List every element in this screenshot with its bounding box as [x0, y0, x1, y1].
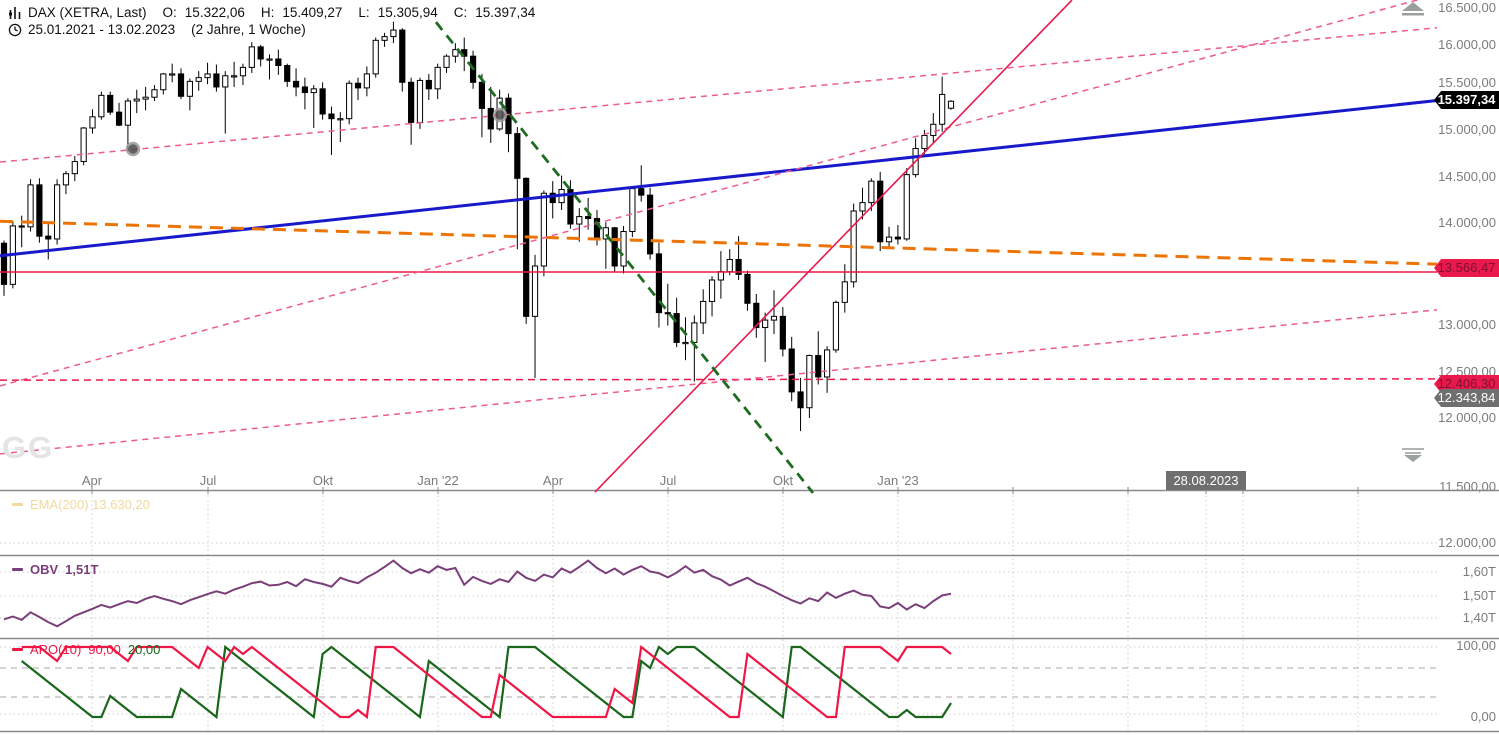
level-badge-12406: 12.406,30 — [1434, 375, 1499, 393]
overlay-fan-pink-upper — [0, 27, 1438, 163]
open-value: 15.322,06 — [184, 5, 245, 20]
axis-tick-label: 14.000,00 — [1438, 215, 1496, 230]
instrument-title: DAX (XETRA, Last) — [28, 5, 147, 20]
clock-icon — [8, 23, 22, 36]
high-label: H: — [260, 5, 275, 20]
ema-swatch-icon — [12, 503, 23, 506]
high-value: 15.409,27 — [282, 5, 343, 20]
aro-down-value: 20,00 — [127, 642, 161, 657]
last-price-badge: 15.397,34 — [1434, 91, 1499, 109]
aroon-up-line — [21, 644, 952, 720]
time-tick-label: Apr — [542, 473, 564, 488]
overlay-trend-orange — [0, 219, 1438, 266]
axis-tick-label: 1,40T — [1462, 610, 1496, 625]
date-badge: 28.08.2023 — [1166, 471, 1246, 490]
ema-label: EMA(200) 13.630,20 — [30, 497, 150, 512]
chart-header: DAX (XETRA, Last) O: 15.322,06 H: 15.409… — [8, 4, 537, 38]
time-tick-label: Jan '23 — [877, 473, 919, 488]
low-label: L: — [358, 5, 370, 20]
time-axis[interactable]: Apr Jul Okt Jan '22 Apr Jul Okt Jan '23 — [0, 470, 1437, 490]
axis-tick-label: 13.000,00 — [1438, 317, 1496, 332]
time-tick-label: Okt — [312, 473, 334, 488]
level-badge-12343: 12.343,84 — [1434, 389, 1499, 407]
open-label: O: — [162, 5, 177, 20]
overlay-trend-crimson — [594, 0, 1073, 493]
instrument-icon — [9, 6, 21, 19]
date-range: 25.01.2021 - 13.02.2023 — [28, 22, 176, 37]
axis-tick-label: 15.000,00 — [1438, 122, 1496, 137]
aroon-down-line — [21, 644, 952, 720]
axis-tick-label: 14.500,00 — [1438, 169, 1496, 184]
obv-swatch-icon — [12, 568, 23, 571]
watermark-logo: GG — [2, 430, 55, 465]
obv-legend[interactable]: OBV 1,51T — [12, 562, 98, 577]
axis-tick-label: 0,00 — [1470, 709, 1496, 724]
axis-tick-label: 11.500,00 — [1439, 479, 1496, 494]
time-tick-label: Jan '22 — [417, 473, 459, 488]
anchor-dot — [125, 141, 141, 157]
time-tick-label: Apr — [81, 473, 103, 488]
aro-label: ARO(10) — [30, 642, 82, 657]
axis-tick-label: 12.000,00 — [1438, 535, 1496, 550]
axis-tick-label: 12.000,00 — [1438, 410, 1496, 425]
axis-tick-label: 1,60T — [1462, 564, 1496, 579]
obv-label: OBV — [30, 562, 59, 577]
axis-tick-label: 16.500,00 — [1438, 0, 1496, 15]
scroll-down-icon[interactable] — [1400, 448, 1426, 463]
obv-value: 1,51T — [65, 562, 99, 577]
timeframe: (2 Jahre, 1 Woche) — [191, 22, 306, 37]
anchor-dot — [492, 107, 508, 123]
time-tick-label: Jul — [659, 473, 677, 488]
overlay-fan-pink-lower — [0, 309, 1438, 455]
axis-tick-label: 1,50T — [1462, 588, 1496, 603]
aro-up-value: 90,00 — [88, 642, 121, 657]
close-value: 15.397,34 — [475, 5, 536, 20]
aro-swatch-icon — [12, 648, 23, 651]
aro-legend[interactable]: ARO(10) 90,00 20,00 — [12, 642, 160, 657]
time-tick-label: Okt — [772, 473, 794, 488]
time-tick-label: Jul — [199, 473, 217, 488]
axis-tick-label: 16.000,00 — [1438, 37, 1496, 52]
ema-legend[interactable]: EMA(200) 13.630,20 — [12, 497, 150, 512]
axis-tick-label: 15.500,00 — [1438, 75, 1496, 90]
chart-plot-area[interactable] — [0, 0, 1437, 731]
axis-tick-label: 100,00 — [1456, 638, 1496, 653]
low-value: 15.305,94 — [377, 5, 438, 20]
obv-line — [3, 559, 952, 628]
close-label: C: — [453, 5, 468, 20]
level-badge-13566: 13.566,47 — [1434, 259, 1499, 277]
overlay-trend-green-down — [434, 21, 815, 494]
scroll-up-icon[interactable] — [1400, 2, 1426, 17]
